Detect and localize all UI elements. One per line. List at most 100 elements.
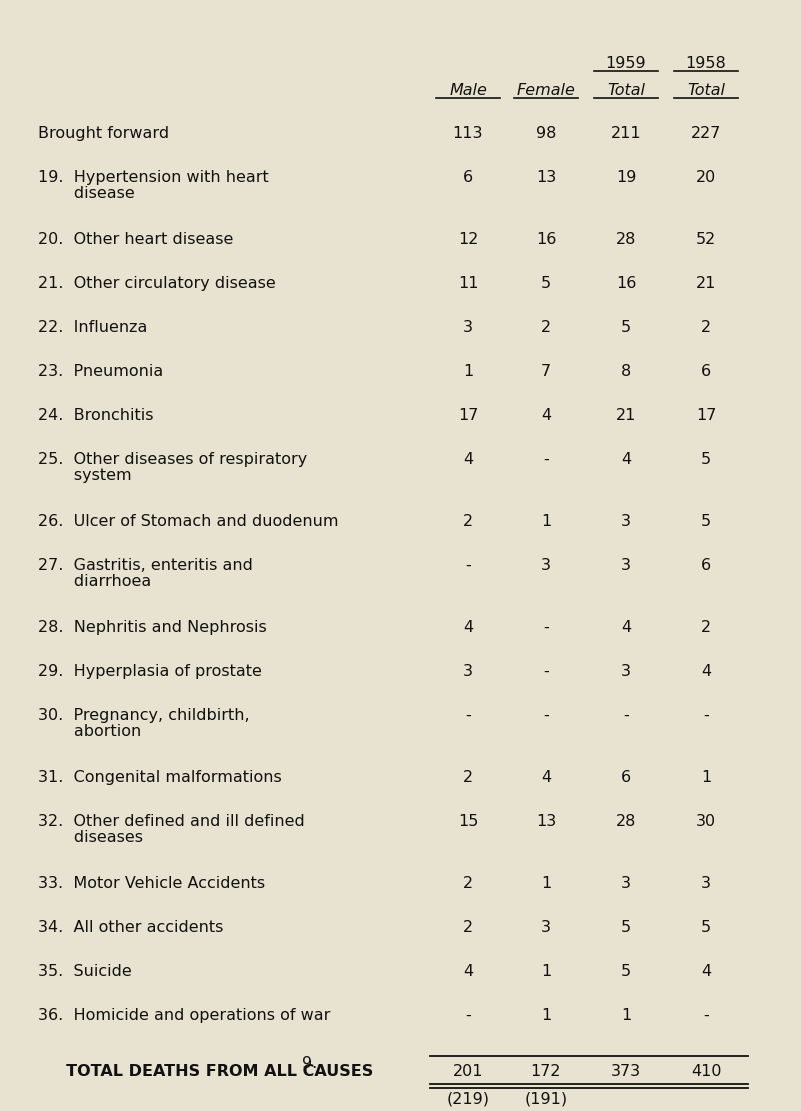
Text: 35.  Suicide: 35. Suicide: [38, 964, 131, 979]
Text: disease: disease: [38, 186, 135, 201]
Text: 410: 410: [690, 1064, 721, 1079]
Text: 20.  Other heart disease: 20. Other heart disease: [38, 232, 233, 247]
Text: 2: 2: [463, 514, 473, 529]
Text: 3: 3: [541, 920, 551, 935]
Text: 21: 21: [616, 408, 636, 423]
Text: 1959: 1959: [606, 56, 646, 71]
Text: 9.: 9.: [302, 1055, 318, 1071]
Text: 16: 16: [616, 276, 636, 291]
Text: 227: 227: [690, 126, 721, 141]
Text: 2: 2: [463, 875, 473, 891]
Text: 1: 1: [541, 964, 551, 979]
Text: 5: 5: [541, 276, 551, 291]
Text: 28: 28: [616, 232, 636, 247]
Text: 36.  Homicide and operations of war: 36. Homicide and operations of war: [38, 1008, 330, 1023]
Text: 4: 4: [463, 620, 473, 635]
Text: 21.  Other circulatory disease: 21. Other circulatory disease: [38, 276, 276, 291]
Text: TOTAL DEATHS FROM ALL CAUSES: TOTAL DEATHS FROM ALL CAUSES: [38, 1064, 373, 1079]
Text: 6: 6: [701, 558, 711, 573]
Text: 23.  Pneumonia: 23. Pneumonia: [38, 364, 163, 379]
Text: 12: 12: [458, 232, 478, 247]
Text: 22.  Influenza: 22. Influenza: [38, 320, 147, 336]
Text: 113: 113: [453, 126, 483, 141]
Text: diseases: diseases: [38, 830, 143, 845]
Text: 31.  Congenital malformations: 31. Congenital malformations: [38, 770, 282, 785]
Text: (191): (191): [525, 1092, 568, 1107]
Text: Male: Male: [449, 83, 487, 98]
Text: 21: 21: [696, 276, 716, 291]
Text: 4: 4: [541, 770, 551, 785]
Text: Total: Total: [687, 83, 725, 98]
Text: 1: 1: [463, 364, 473, 379]
Text: Brought forward: Brought forward: [38, 126, 169, 141]
Text: 172: 172: [531, 1064, 562, 1079]
Text: 6: 6: [701, 364, 711, 379]
Text: 373: 373: [611, 1064, 641, 1079]
Text: 1958: 1958: [686, 56, 727, 71]
Text: 8: 8: [621, 364, 631, 379]
Text: 3: 3: [621, 875, 631, 891]
Text: 25.  Other diseases of respiratory: 25. Other diseases of respiratory: [38, 452, 308, 467]
Text: -: -: [543, 452, 549, 467]
Text: 16: 16: [536, 232, 556, 247]
Text: 27.  Gastritis, enteritis and: 27. Gastritis, enteritis and: [38, 558, 253, 573]
Text: 3: 3: [701, 875, 711, 891]
Text: 30.  Pregnancy, childbirth,: 30. Pregnancy, childbirth,: [38, 708, 250, 723]
Text: 19.  Hypertension with heart: 19. Hypertension with heart: [38, 170, 269, 186]
Text: 1: 1: [621, 1008, 631, 1023]
Text: 52: 52: [696, 232, 716, 247]
Text: 3: 3: [541, 558, 551, 573]
Text: 2: 2: [541, 320, 551, 336]
Text: 11: 11: [457, 276, 478, 291]
Text: 17: 17: [696, 408, 716, 423]
Text: 201: 201: [453, 1064, 483, 1079]
Text: 2: 2: [463, 770, 473, 785]
Text: 15: 15: [458, 814, 478, 829]
Text: -: -: [623, 708, 629, 723]
Text: 34.  All other accidents: 34. All other accidents: [38, 920, 223, 935]
Text: 5: 5: [701, 920, 711, 935]
Text: -: -: [703, 1008, 709, 1023]
Text: Total: Total: [607, 83, 645, 98]
Text: 98: 98: [536, 126, 556, 141]
Text: 1: 1: [541, 1008, 551, 1023]
Text: 2: 2: [701, 320, 711, 336]
Text: 3: 3: [621, 558, 631, 573]
Text: 4: 4: [463, 452, 473, 467]
Text: diarrhoea: diarrhoea: [38, 574, 151, 589]
Text: 4: 4: [541, 408, 551, 423]
Text: system: system: [38, 468, 131, 483]
Text: 3: 3: [463, 320, 473, 336]
Text: 5: 5: [701, 514, 711, 529]
Text: 211: 211: [610, 126, 642, 141]
Text: 13: 13: [536, 814, 556, 829]
Text: 32.  Other defined and ill defined: 32. Other defined and ill defined: [38, 814, 304, 829]
Text: 1: 1: [541, 875, 551, 891]
Text: 2: 2: [701, 620, 711, 635]
Text: 5: 5: [621, 320, 631, 336]
Text: 7: 7: [541, 364, 551, 379]
Text: -: -: [543, 620, 549, 635]
Text: 4: 4: [621, 620, 631, 635]
Text: -: -: [703, 708, 709, 723]
Text: -: -: [465, 558, 471, 573]
Text: 29.  Hyperplasia of prostate: 29. Hyperplasia of prostate: [38, 664, 262, 679]
Text: 4: 4: [621, 452, 631, 467]
Text: 4: 4: [463, 964, 473, 979]
Text: 17: 17: [458, 408, 478, 423]
Text: 3: 3: [621, 514, 631, 529]
Text: 5: 5: [701, 452, 711, 467]
Text: -: -: [465, 1008, 471, 1023]
Text: 13: 13: [536, 170, 556, 186]
Text: 3: 3: [621, 664, 631, 679]
Text: 3: 3: [463, 664, 473, 679]
Text: 30: 30: [696, 814, 716, 829]
Text: -: -: [465, 708, 471, 723]
Text: 6: 6: [463, 170, 473, 186]
Text: abortion: abortion: [38, 724, 141, 739]
Text: 4: 4: [701, 964, 711, 979]
Text: 5: 5: [621, 964, 631, 979]
Text: 4: 4: [701, 664, 711, 679]
Text: 33.  Motor Vehicle Accidents: 33. Motor Vehicle Accidents: [38, 875, 265, 891]
Text: -: -: [543, 664, 549, 679]
